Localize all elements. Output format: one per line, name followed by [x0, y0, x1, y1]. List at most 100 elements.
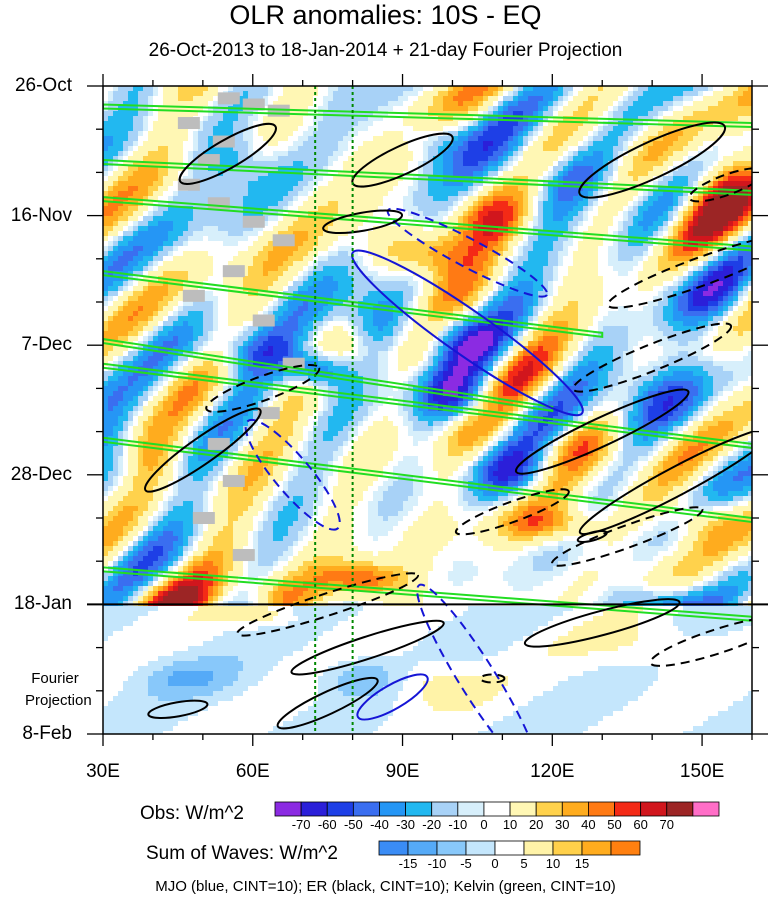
kelvin-contour: [103, 338, 554, 413]
missing-data-box: [232, 549, 255, 562]
missing-data-box: [257, 407, 280, 420]
missing-data-box: [197, 154, 220, 167]
obs-colorbar-tick: 0: [480, 817, 488, 832]
projection-label-line-2: Projection: [25, 692, 92, 709]
missing-data-box: [182, 289, 205, 302]
waves-colorbar-tick: 10: [545, 856, 561, 871]
missing-data-box: [192, 512, 215, 524]
waves-colorbar-tick: -15: [398, 856, 418, 871]
er-contour: [178, 122, 277, 185]
y-tick-label: 18-Jan: [13, 593, 72, 615]
y-tick-label: 28-Dec: [10, 463, 72, 485]
waves-colorbar-swatch: [610, 840, 641, 856]
waves-colorbar-tick: -5: [460, 856, 472, 871]
waves-colorbar-swatch: [407, 840, 438, 856]
kelvin-contour: [103, 159, 752, 196]
er-contour: [454, 488, 570, 536]
obs-colorbar-tick: -50: [343, 817, 363, 832]
missing-data-box: [252, 314, 275, 327]
waves-colorbar-swatch: [494, 840, 525, 856]
obs-colorbar-swatch: [614, 801, 642, 817]
er-contour: [322, 209, 404, 235]
waves-colorbar-tick: 5: [520, 856, 528, 871]
er-contour: [572, 322, 733, 393]
y-tick-label: 8-Feb: [22, 723, 72, 744]
obs-colorbar-swatch: [405, 801, 433, 817]
obs-colorbar-tick: -10: [448, 817, 468, 832]
missing-data-box: [177, 117, 200, 130]
waves-colorbar-swatch: [465, 840, 496, 856]
obs-colorbar-tick: -60: [317, 817, 337, 832]
chart-subtitle: 26-Oct-2013 to 18-Jan-2014 + 21-day Four…: [148, 40, 623, 61]
er-contour: [578, 121, 727, 199]
er-contour: [236, 572, 420, 637]
mjo-contour: [416, 583, 539, 734]
obs-colorbar-tick: -20: [422, 817, 442, 832]
er-contour: [576, 530, 608, 543]
waves-colorbar-swatch: [523, 840, 554, 856]
waves-colorbar-tick: 0: [491, 856, 499, 871]
plot-frame: [102, 85, 753, 735]
waves-colorbar-swatch: [436, 840, 467, 856]
y-tick-label: 16-Nov: [10, 204, 72, 226]
missing-data-box: [242, 98, 265, 111]
missing-data-box: [222, 474, 245, 487]
projection-label: Fourier Projection: [25, 668, 92, 712]
x-tick-label: 90E: [385, 761, 420, 782]
obs-colorbar-swatch: [483, 801, 511, 817]
er-contour: [606, 233, 752, 309]
waves-colorbar-swatch: [552, 840, 583, 856]
obs-colorbar-swatch: [509, 801, 537, 817]
kelvin-contour: [103, 103, 752, 129]
missing-data-box: [207, 437, 230, 450]
missing-data-box: [217, 92, 240, 105]
contour-legend-footer: MJO (blue, CINT=10); ER (black, CINT=10)…: [155, 878, 616, 895]
obs-colorbar-tick: 30: [555, 817, 570, 832]
obs-colorbar-tick: -40: [370, 817, 389, 832]
obs-colorbar-label: Obs: W/m^2: [140, 803, 244, 824]
obs-colorbar-swatch: [379, 801, 406, 817]
er-contour: [276, 676, 379, 730]
obs-colorbar-swatch: [300, 801, 328, 817]
obs-colorbar-tick: 60: [633, 817, 648, 832]
obs-colorbar-swatch: [561, 801, 589, 817]
er-contour: [514, 388, 690, 475]
waves-colorbar-label: Sum of Waves: W/m^2: [146, 843, 338, 864]
waves-colorbar-tick: -10: [427, 856, 447, 871]
obs-colorbar-swatch: [431, 801, 459, 817]
obs-colorbar-tick: 40: [581, 817, 596, 832]
obs-colorbar-tick: 50: [607, 817, 622, 832]
er-contour: [479, 673, 506, 684]
obs-colorbar-swatch: [535, 801, 563, 817]
obs-colorbar-swatch: [588, 801, 615, 817]
missing-data-box: [222, 265, 245, 278]
obs-colorbar-swatch: [640, 801, 668, 817]
missing-data-box: [272, 234, 295, 247]
obs-colorbar-swatch: [666, 801, 694, 817]
kelvin-contour: [103, 362, 752, 449]
waves-colorbar-swatch: [581, 840, 612, 856]
er-contour: [147, 699, 209, 719]
kelvin-contour: [103, 270, 604, 338]
mjo-contour: [351, 249, 584, 417]
x-tick-label: 120E: [530, 761, 575, 782]
obs-colorbar-tick: 10: [502, 817, 518, 832]
er-contour: [144, 407, 262, 493]
obs-colorbar-swatch: [274, 801, 302, 817]
x-tick-label: 60E: [235, 761, 270, 782]
er-contour: [550, 506, 704, 567]
mjo-contour: [244, 418, 341, 531]
y-tick-label: 7-Dec: [21, 334, 72, 356]
kelvin-contour: [103, 196, 752, 252]
mjo-contour: [356, 673, 429, 721]
x-tick-label: 30E: [86, 761, 120, 782]
waves-colorbar-tick: 15: [574, 856, 590, 871]
er-contour: [649, 615, 752, 667]
x-tick-label: 150E: [679, 761, 725, 782]
er-contour: [523, 598, 681, 648]
obs-colorbar-swatch: [692, 801, 720, 817]
obs-colorbar-tick: 70: [659, 817, 674, 832]
obs-colorbar-tick: -70: [291, 817, 311, 832]
missing-data-box: [212, 135, 235, 148]
